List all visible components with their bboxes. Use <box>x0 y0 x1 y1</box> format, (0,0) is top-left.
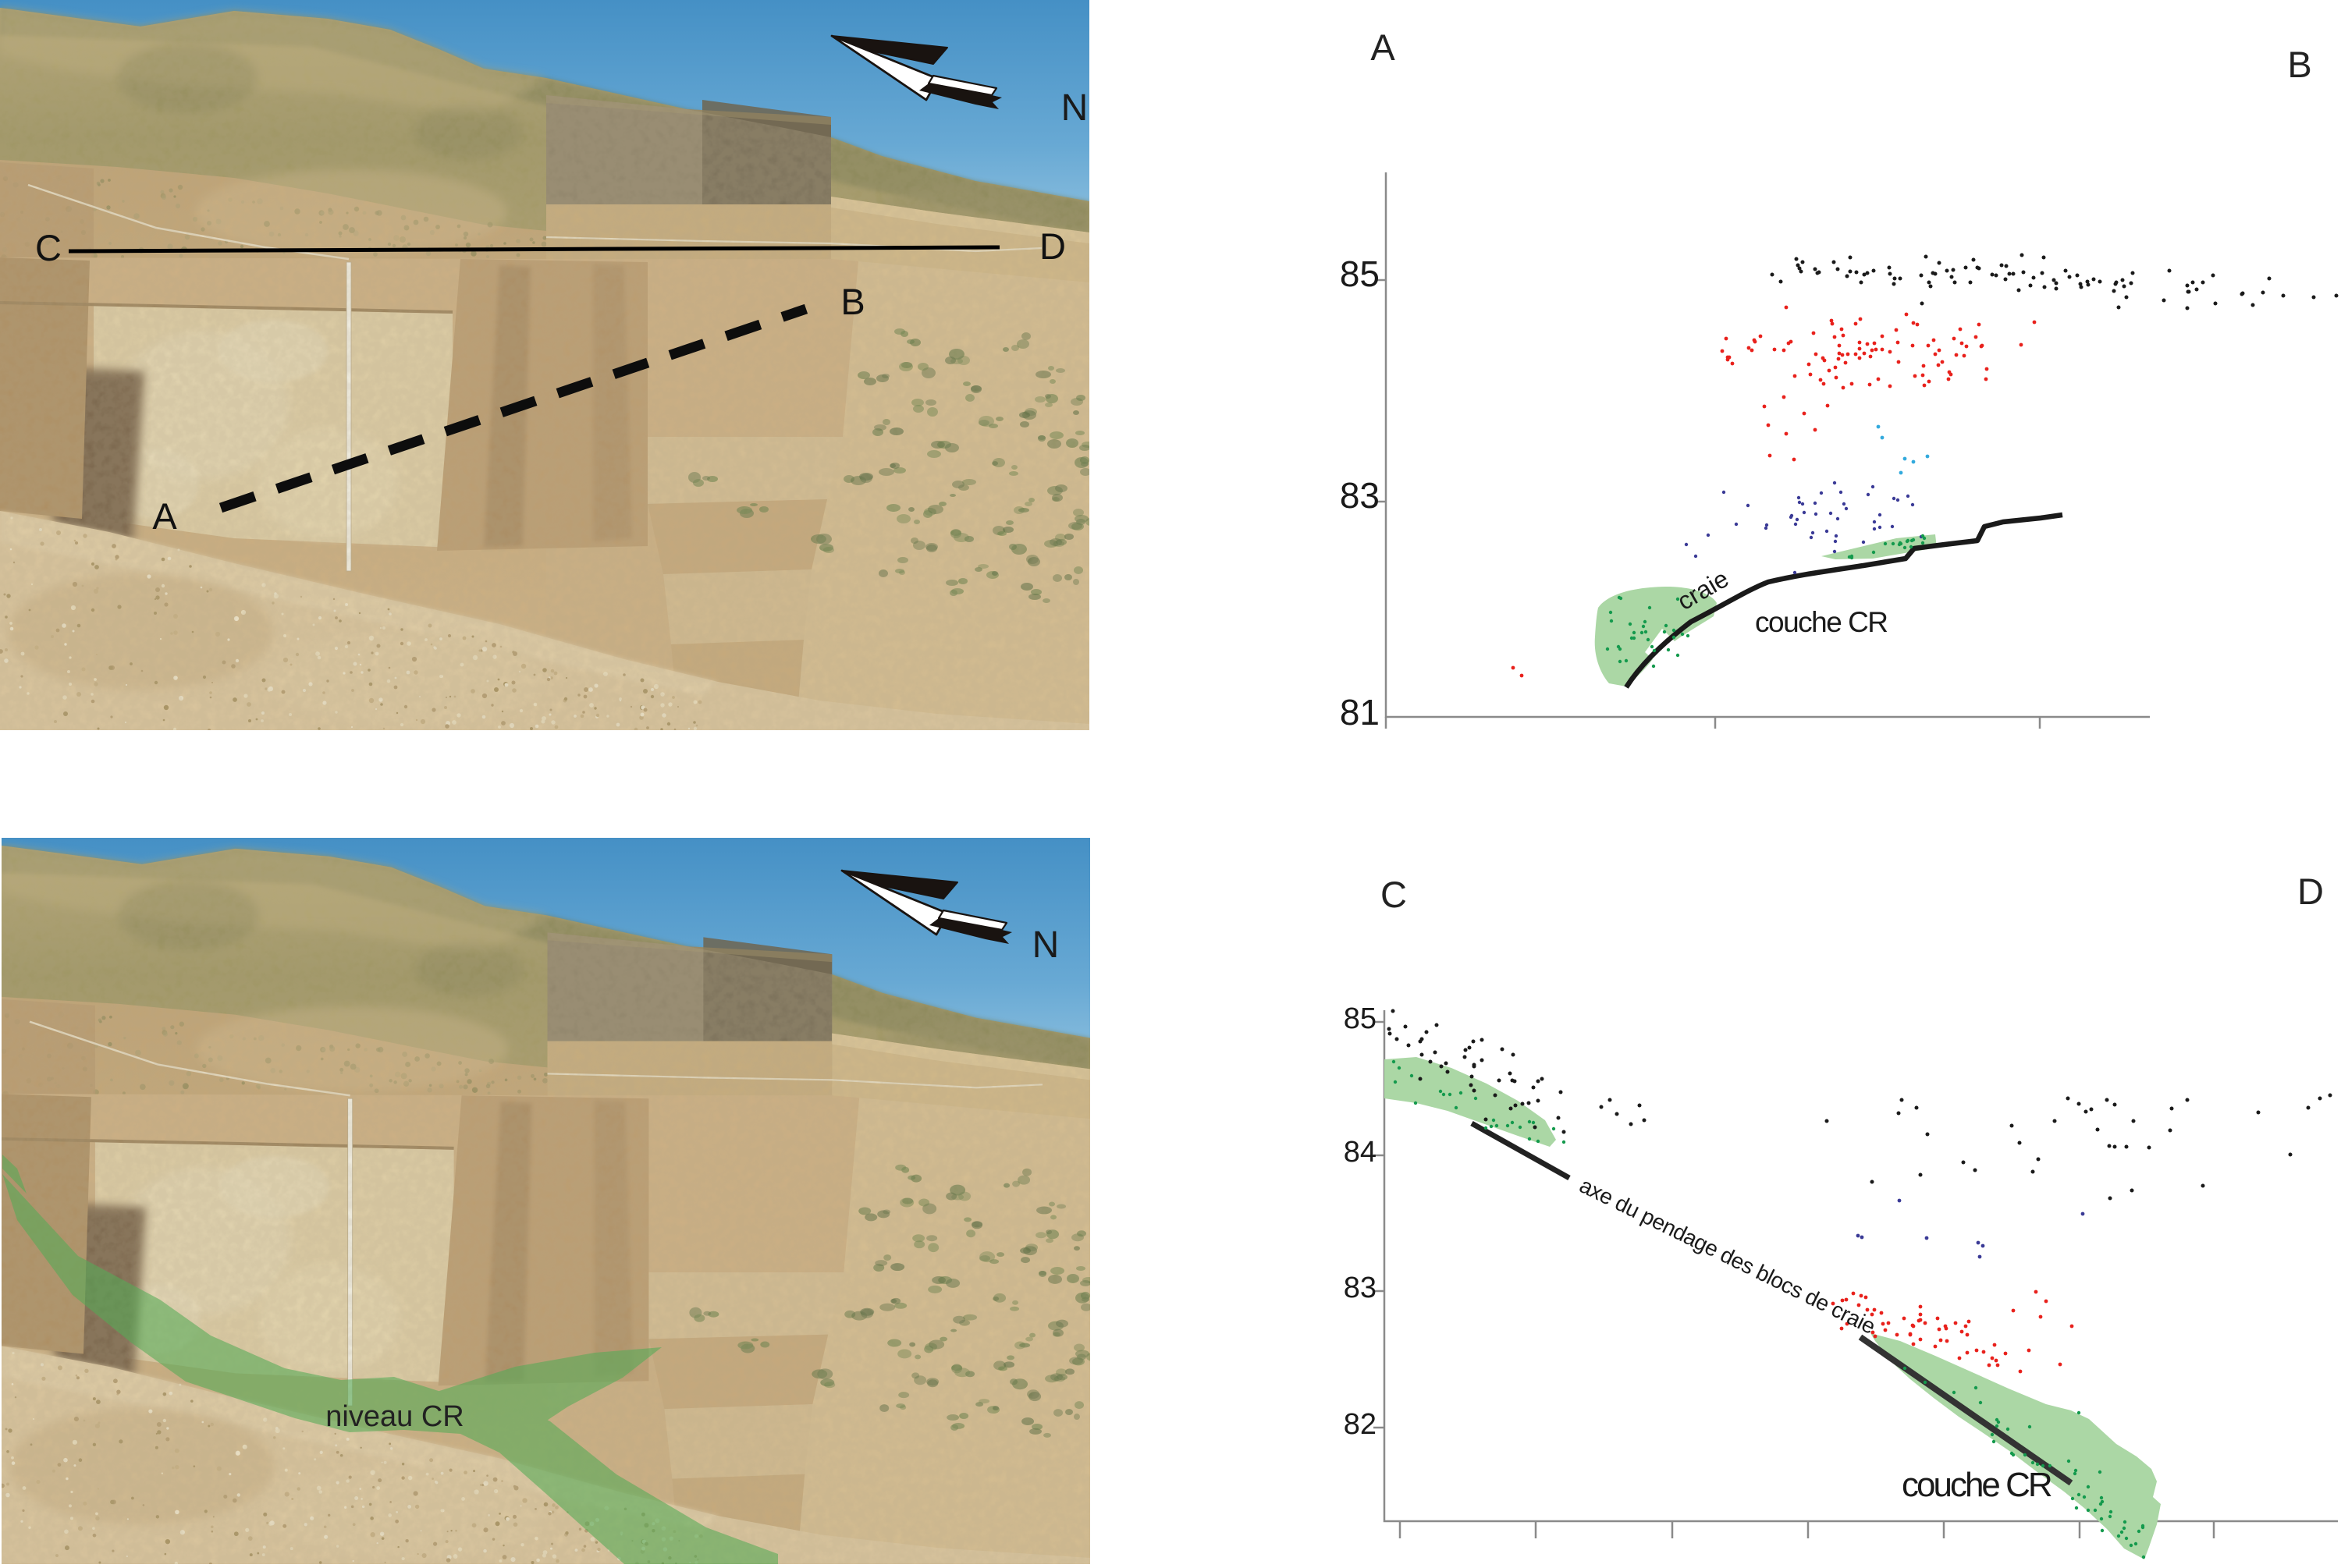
svg-text:N: N <box>1032 924 1060 966</box>
svg-text:82: 82 <box>1344 1408 1377 1441</box>
svg-text:couche CR: couche CR <box>1902 1466 2051 1504</box>
svg-text:83: 83 <box>1344 1272 1377 1304</box>
svg-text:83: 83 <box>1340 475 1380 516</box>
svg-text:C: C <box>1380 874 1407 915</box>
svg-text:N: N <box>1061 87 1089 129</box>
svg-text:A: A <box>152 495 177 537</box>
svg-text:84: 84 <box>1344 1136 1377 1169</box>
svg-text:B: B <box>2287 44 2311 85</box>
svg-text:couche CR: couche CR <box>1755 606 1888 638</box>
svg-text:A: A <box>1370 27 1395 68</box>
svg-text:axe du pendage des blocs de cr: axe du pendage des blocs de craie <box>1575 1173 1879 1339</box>
svg-text:D: D <box>2297 871 2324 912</box>
svg-text:B: B <box>840 281 865 322</box>
svg-text:D: D <box>1039 225 1066 267</box>
svg-text:C: C <box>35 227 62 268</box>
svg-text:niveau CR: niveau CR <box>325 1400 464 1433</box>
svg-text:85: 85 <box>1340 254 1380 294</box>
svg-text:85: 85 <box>1344 1002 1377 1035</box>
svg-text:81: 81 <box>1340 692 1380 733</box>
